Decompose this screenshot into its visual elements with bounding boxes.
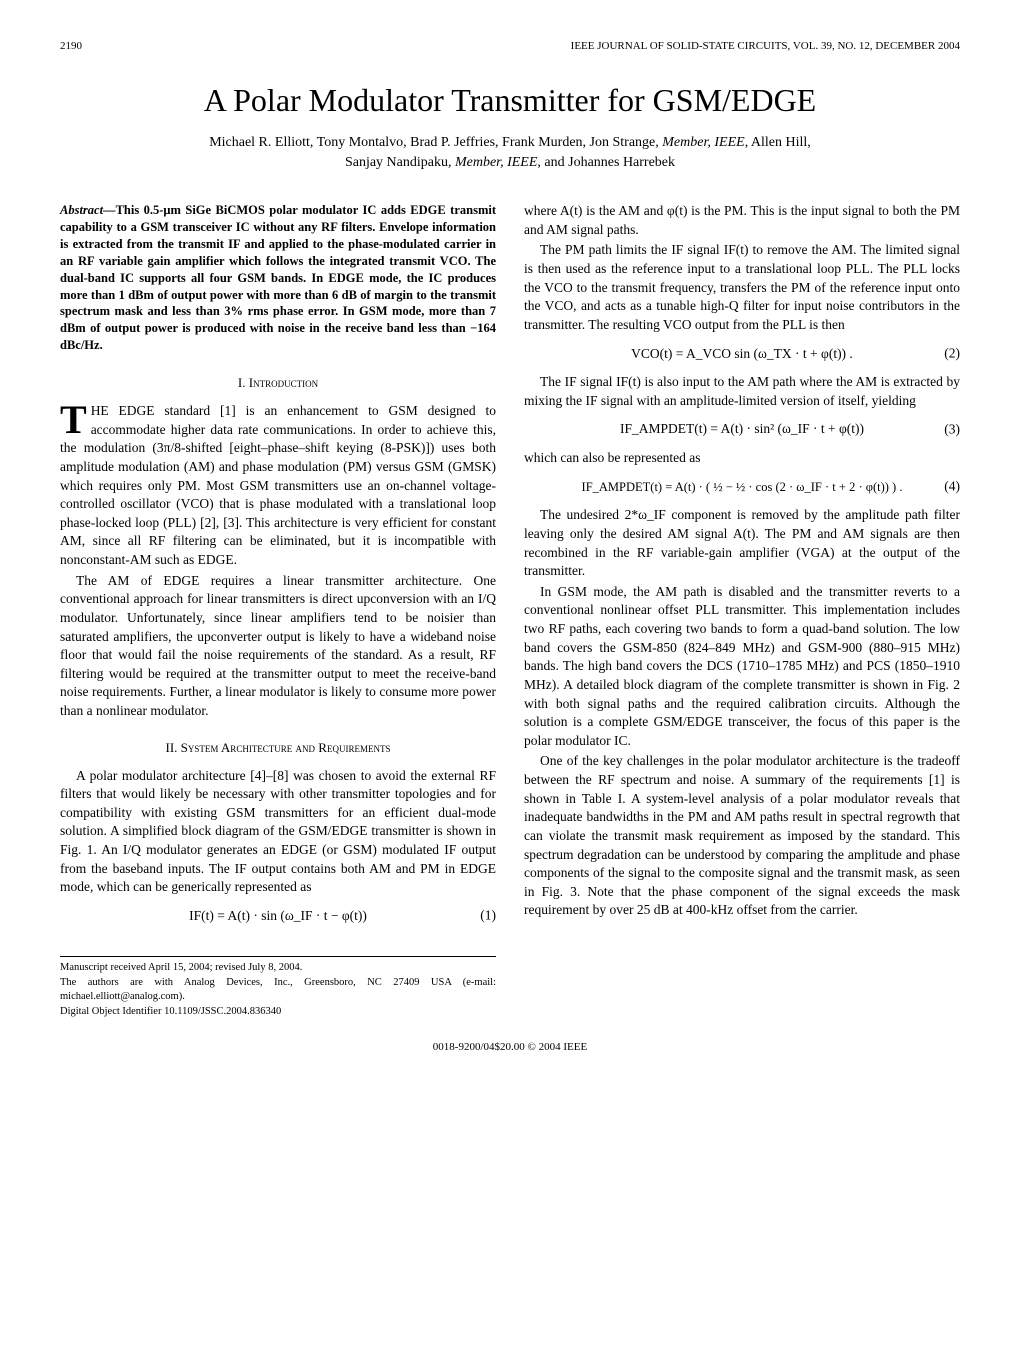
dropcap: T xyxy=(60,402,91,436)
authors-2b: , and Johannes Harrebek xyxy=(537,155,675,170)
page-number: 2190 xyxy=(60,40,82,52)
eq3-num: (3) xyxy=(944,420,960,439)
journal-name: IEEE JOURNAL OF SOLID-STATE CIRCUITS, VO… xyxy=(571,40,960,52)
authors-mid: , Allen Hill, xyxy=(745,135,811,150)
page-header: 2190 IEEE JOURNAL OF SOLID-STATE CIRCUIT… xyxy=(60,40,960,52)
section-intro-head: I. Introduction xyxy=(60,374,496,392)
section-arch-head: II. System Architecture and Requirements xyxy=(60,739,496,757)
arch-para-1: A polar modulator architecture [4]–[8] w… xyxy=(60,767,496,897)
eq4-math: IF_AMPDET(t) = A(t) · ( ½ − ½ · cos (2 ·… xyxy=(582,479,903,496)
abstract: Abstract—This 0.5-μm SiGe BiCMOS polar m… xyxy=(60,202,496,354)
right-p1: where A(t) is the AM and φ(t) is the PM.… xyxy=(524,202,960,239)
authors-2a: Sanjay Nandipaku xyxy=(345,155,448,170)
page-footer: 0018-9200/04$20.00 © 2004 IEEE xyxy=(60,1041,960,1053)
abstract-text: This 0.5-μm SiGe BiCMOS polar modulator … xyxy=(60,203,496,352)
intro-para-1: THE EDGE standard [1] is an enhancement … xyxy=(60,402,496,570)
right-p6: In GSM mode, the AM path is disabled and… xyxy=(524,583,960,751)
abstract-label: Abstract— xyxy=(60,203,116,217)
authors-1: Michael R. Elliott, Tony Montalvo, Brad … xyxy=(209,135,655,150)
footnote-3: Digital Object Identifier 10.1109/JSSC.2… xyxy=(60,1005,496,1019)
author-role-1: , Member, IEEE xyxy=(655,135,744,150)
eq2-math: VCO(t) = A_VCO sin (ω_TX · t + φ(t)) . xyxy=(631,345,853,364)
equation-2: VCO(t) = A_VCO sin (ω_TX · t + φ(t)) . (… xyxy=(524,345,960,364)
equation-3: IF_AMPDET(t) = A(t) · sin² (ω_IF · t + φ… xyxy=(524,420,960,439)
right-p4: which can also be represented as xyxy=(524,449,960,468)
eq1-math: IF(t) = A(t) · sin (ω_IF · t − φ(t)) xyxy=(189,907,367,926)
author-role-2: , Member, IEEE xyxy=(448,155,537,170)
footnotes: Manuscript received April 15, 2004; revi… xyxy=(60,956,496,1020)
eq2-num: (2) xyxy=(944,345,960,364)
right-p3: The IF signal IF(t) is also input to the… xyxy=(524,373,960,410)
right-column: where A(t) is the AM and φ(t) is the PM.… xyxy=(524,202,960,1021)
intro-p1-text: HE EDGE standard [1] is an enhancement t… xyxy=(60,403,496,567)
eq4-num: (4) xyxy=(944,478,960,497)
left-column: Abstract—This 0.5-μm SiGe BiCMOS polar m… xyxy=(60,202,496,1021)
right-p5: The undesired 2*ω_IF component is remove… xyxy=(524,506,960,581)
right-p2: The PM path limits the IF signal IF(t) t… xyxy=(524,241,960,334)
footnote-1: Manuscript received April 15, 2004; revi… xyxy=(60,961,496,975)
footnote-2: The authors are with Analog Devices, Inc… xyxy=(60,976,496,1003)
intro-para-2: The AM of EDGE requires a linear transmi… xyxy=(60,572,496,721)
right-p7: One of the key challenges in the polar m… xyxy=(524,752,960,920)
equation-4: IF_AMPDET(t) = A(t) · ( ½ − ½ · cos (2 ·… xyxy=(524,478,960,497)
authors-block: Michael R. Elliott, Tony Montalvo, Brad … xyxy=(60,133,960,172)
paper-title: A Polar Modulator Transmitter for GSM/ED… xyxy=(60,82,960,119)
eq1-num: (1) xyxy=(480,907,496,926)
equation-1: IF(t) = A(t) · sin (ω_IF · t − φ(t)) (1) xyxy=(60,907,496,926)
eq3-math: IF_AMPDET(t) = A(t) · sin² (ω_IF · t + φ… xyxy=(620,420,864,439)
